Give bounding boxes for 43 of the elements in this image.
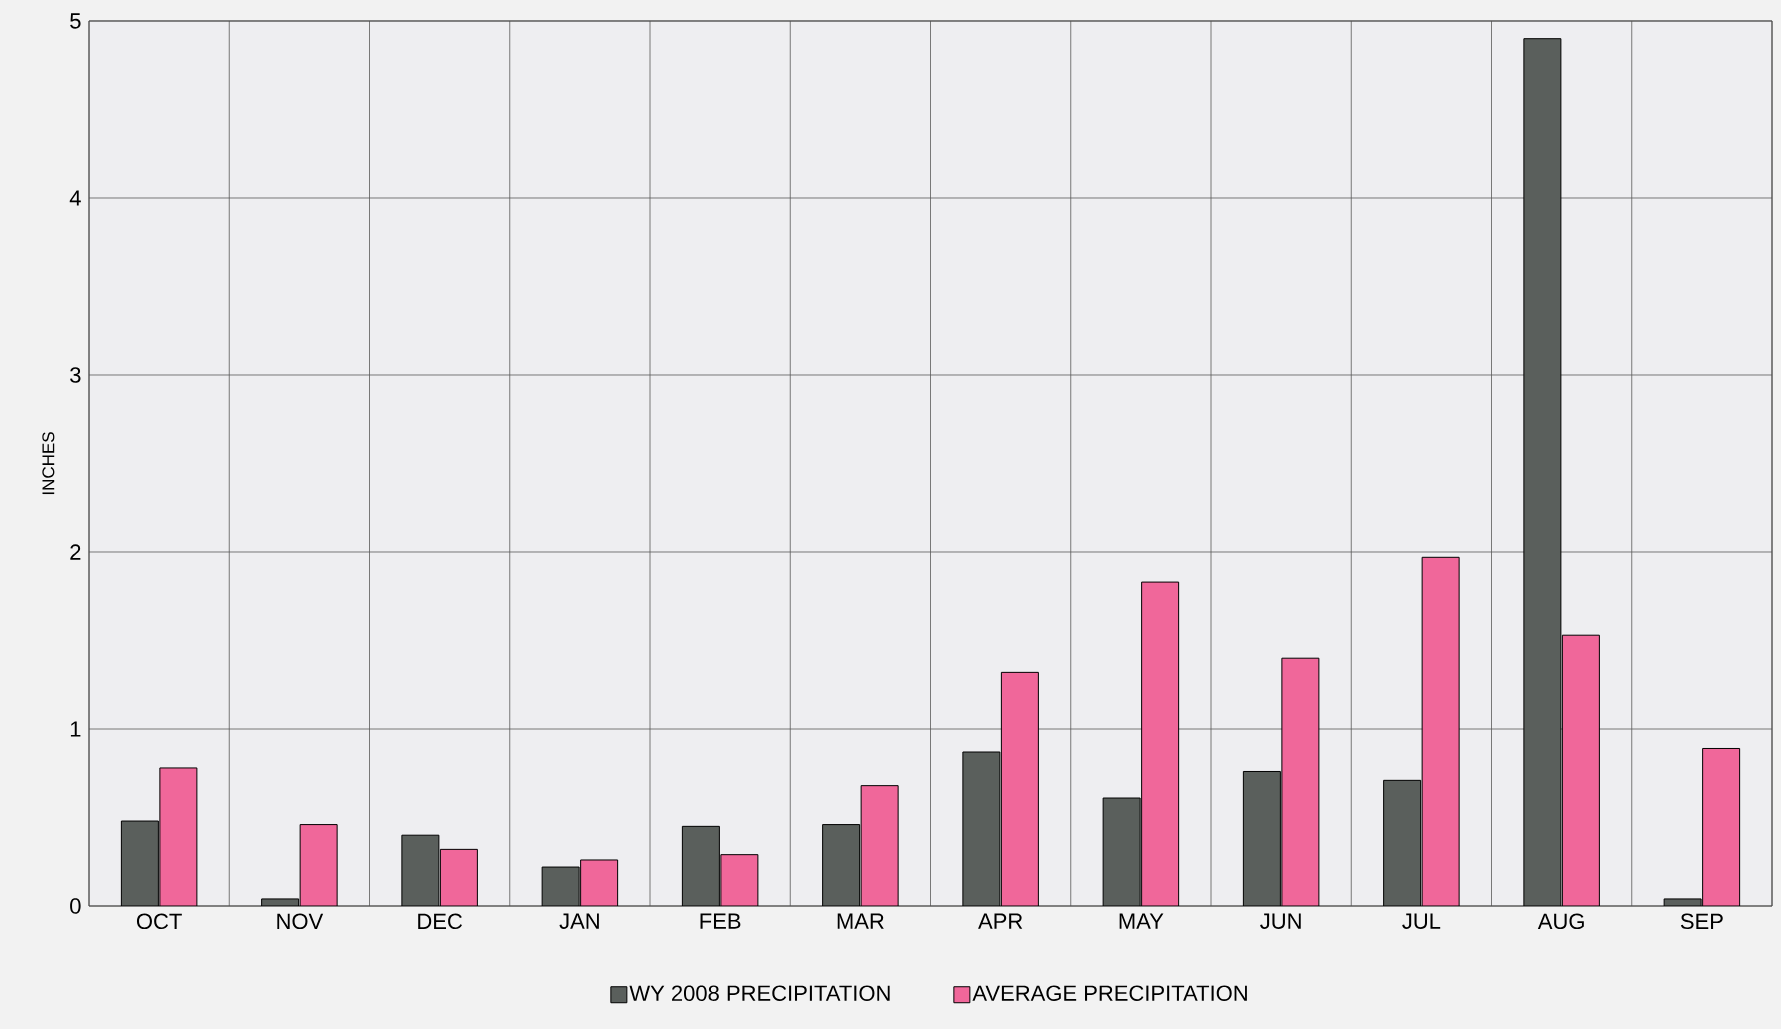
bar <box>681 825 720 906</box>
y-tick-label: 3 <box>70 367 81 383</box>
x-tick-label: JUN <box>1260 913 1301 929</box>
bar <box>1141 581 1180 906</box>
bar <box>299 824 338 906</box>
y-axis-title: INCHES <box>42 432 55 495</box>
y-tick-label: 5 <box>70 13 81 29</box>
bar <box>1561 634 1600 906</box>
bar <box>159 767 198 906</box>
bar <box>1242 770 1281 906</box>
bar <box>1000 671 1039 906</box>
x-tick-label: JAN <box>559 913 599 929</box>
bar <box>541 866 580 906</box>
legend-label: AVERAGE PRECIPITATION <box>972 985 1247 1001</box>
bar <box>1102 797 1141 906</box>
bar <box>401 834 440 906</box>
bar <box>1383 779 1422 906</box>
x-tick-label: JUL <box>1402 913 1441 929</box>
bar <box>120 820 159 906</box>
y-tick-label: 0 <box>70 898 81 914</box>
bar <box>962 751 1001 906</box>
x-tick-label: AUG <box>1537 913 1584 930</box>
bar <box>1421 556 1460 906</box>
y-tick-label: 1 <box>70 721 81 737</box>
x-tick-label: FEB <box>700 913 741 929</box>
bar <box>580 859 619 906</box>
bar <box>1702 747 1741 906</box>
x-tick-label: OCT <box>136 913 182 930</box>
bar <box>1523 38 1562 906</box>
x-tick-label: APR <box>978 913 1023 929</box>
x-tick-label: MAY <box>1119 913 1164 929</box>
bar <box>720 854 759 906</box>
bar <box>860 785 899 906</box>
bar <box>1281 657 1320 906</box>
y-tick-label: 4 <box>69 190 81 206</box>
bar <box>439 848 478 906</box>
legend-label: WY 2008 PRECIPITATION <box>629 985 890 1001</box>
x-tick-label: NOV <box>277 913 324 930</box>
x-tick-label: MAR <box>837 913 884 929</box>
y-tick-label: 2 <box>70 544 81 560</box>
x-tick-label: SEP <box>1680 913 1723 930</box>
x-tick-label: DEC <box>418 913 463 930</box>
bar <box>822 824 861 906</box>
